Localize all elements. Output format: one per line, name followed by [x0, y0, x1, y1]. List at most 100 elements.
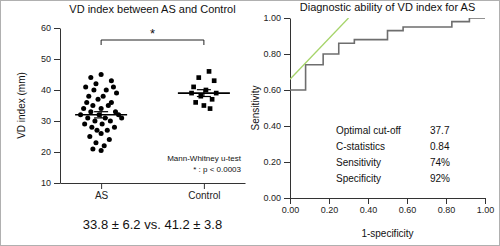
error-bar-cap	[197, 96, 211, 97]
tick-label: 0.80	[263, 49, 281, 59]
error-bar-cap	[94, 111, 108, 112]
tick: 1.00	[263, 13, 290, 23]
point	[99, 131, 104, 136]
point	[93, 81, 98, 86]
point	[202, 103, 207, 108]
point	[93, 140, 98, 145]
tick: 0.80	[263, 49, 290, 59]
tick-label: 0.60	[399, 205, 417, 215]
tick: Control	[188, 183, 220, 201]
panel: 0.000.200.400.600.801.000.000.200.400.60…	[250, 1, 495, 239]
point	[208, 106, 213, 111]
tick-label: AS	[95, 190, 109, 201]
tick-label: 20	[41, 147, 51, 157]
y-axis-title: Sensitivity	[250, 85, 261, 130]
tick-mark	[446, 198, 447, 204]
point	[101, 94, 106, 99]
axis-line	[61, 183, 246, 184]
tick-mark	[54, 183, 60, 184]
tick-mark	[284, 18, 290, 19]
tick-label: 0.80	[438, 205, 456, 215]
tick-mark	[54, 152, 60, 153]
tick-mark	[284, 162, 290, 163]
tick-label: 1.00	[477, 205, 495, 215]
tick-label: 0.00	[282, 205, 300, 215]
tick-mark	[204, 183, 205, 189]
annotation: Mann-Whitney u-test	[167, 154, 242, 163]
tick: 0.00	[263, 193, 290, 203]
tick: 1.00	[477, 198, 495, 215]
error-bar	[94, 112, 108, 118]
tick-label: 0.40	[360, 205, 378, 215]
tick: 0.20	[263, 157, 290, 167]
axis: 0.000.200.400.600.801.00	[263, 13, 290, 203]
tick: 20	[41, 147, 60, 157]
tick: 50	[41, 54, 60, 64]
image-border	[1, 1, 500, 246]
point	[96, 97, 101, 102]
x-axis-title: 1-specificity	[361, 228, 413, 239]
axis-line	[60, 29, 61, 184]
y-axis-title: VD index (mm)	[16, 72, 27, 139]
tick-label: 60	[41, 23, 51, 33]
tick-mark	[284, 54, 290, 55]
point	[87, 134, 92, 139]
tick-mark	[485, 198, 486, 204]
stat-label: Optimal cut-off	[336, 125, 401, 136]
point	[99, 72, 104, 77]
stat-label: Specificity	[336, 173, 381, 184]
stat-value: 74%	[430, 157, 450, 168]
point	[105, 128, 110, 133]
tick-mark	[101, 183, 102, 189]
annotation: * : p < 0.0003	[193, 165, 241, 174]
point	[100, 122, 105, 127]
point	[88, 109, 93, 114]
tick-mark	[368, 198, 369, 204]
tick: AS	[95, 183, 109, 201]
tick-label: 0.20	[321, 205, 339, 215]
stat-label: C-statistics	[336, 141, 385, 152]
point	[89, 125, 94, 130]
tick: 60	[41, 23, 60, 33]
tick: 0.60	[399, 198, 417, 215]
point	[207, 69, 212, 74]
point	[212, 78, 217, 83]
tick: 40	[41, 85, 60, 95]
panel: ASControl102030405060VD index between AS…	[16, 3, 246, 232]
axis: 10 20 30 40 50 60	[41, 23, 61, 188]
tick-label: 40	[41, 85, 51, 95]
error-bar-cap	[94, 117, 108, 118]
tick: 0.40	[360, 198, 378, 215]
point	[84, 100, 89, 105]
point	[106, 103, 111, 108]
tick-mark	[407, 198, 408, 204]
axis-line	[291, 198, 486, 199]
point	[92, 118, 97, 123]
tick: 10	[41, 178, 60, 188]
stat-label: Sensitivity	[336, 157, 381, 168]
error-bar-cap	[197, 89, 211, 90]
tick-label: 1.00	[263, 13, 281, 23]
stat-value: 0.84	[430, 141, 450, 152]
tick: 0.80	[438, 198, 456, 215]
tick-label: 10	[41, 178, 51, 188]
annotation: *	[150, 26, 155, 41]
tick-mark	[329, 198, 330, 204]
point	[99, 148, 104, 153]
point	[102, 143, 107, 148]
tick-label: 0.60	[263, 85, 281, 95]
point	[88, 75, 93, 80]
line	[290, 18, 349, 79]
stats-table: Optimal cut-off37.7C-statistics0.84Sensi…	[336, 125, 450, 184]
point	[196, 75, 201, 80]
plot-marks	[290, 18, 485, 90]
point	[119, 115, 124, 120]
point	[112, 125, 117, 130]
tick: 30	[41, 116, 60, 126]
error-bar-stem	[101, 112, 102, 118]
point	[108, 118, 113, 123]
tick-mark	[284, 198, 290, 199]
stat-value: 92%	[430, 173, 450, 184]
axis: 0.00 0.20 0.40 0.60 0.80 1.00	[282, 198, 495, 215]
tick-label: 30	[41, 116, 51, 126]
